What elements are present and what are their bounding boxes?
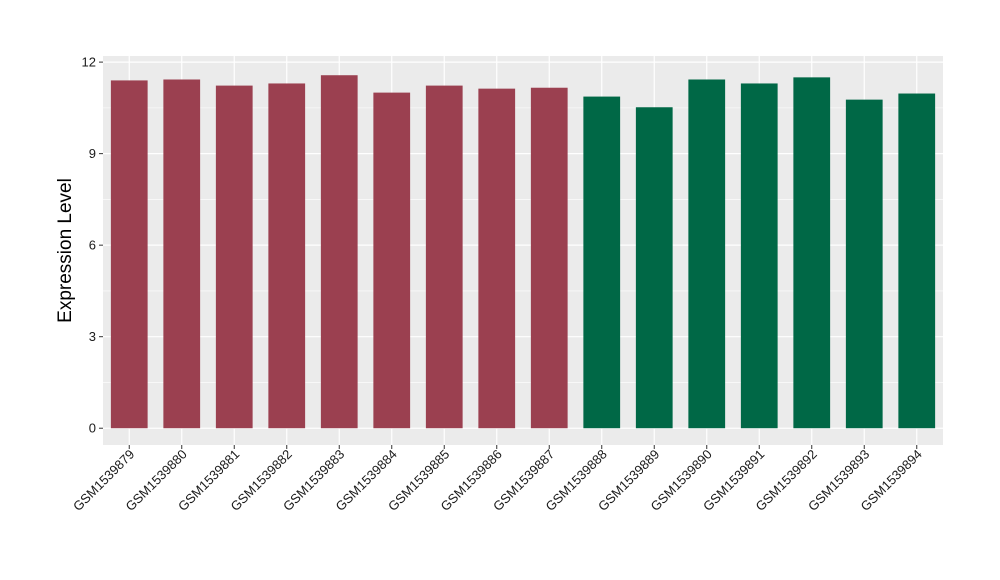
bar [163,79,201,429]
y-tick-label: 0 [89,421,96,436]
x-axis: GSM1539879GSM1539880GSM1539881GSM1539882… [70,445,925,514]
bar [793,77,831,429]
bar [740,83,778,429]
bar [215,85,253,429]
bar [320,75,358,429]
y-tick-label: 12 [82,55,96,70]
bar [530,87,568,429]
y-axis-title: Expression Level [55,178,76,323]
y-axis: 0 3 6 9 12 [82,55,103,436]
bar [373,92,411,429]
bar [688,79,726,429]
bar [845,99,883,429]
y-tick-label: 9 [89,146,96,161]
bar [478,88,516,429]
bar [583,96,621,429]
bar [110,80,148,429]
bars [110,75,936,429]
y-tick-label: 6 [89,238,96,253]
bar [898,93,936,429]
y-tick-label: 3 [89,329,96,344]
bar [425,85,463,429]
bar [635,107,673,429]
bar [268,83,306,429]
